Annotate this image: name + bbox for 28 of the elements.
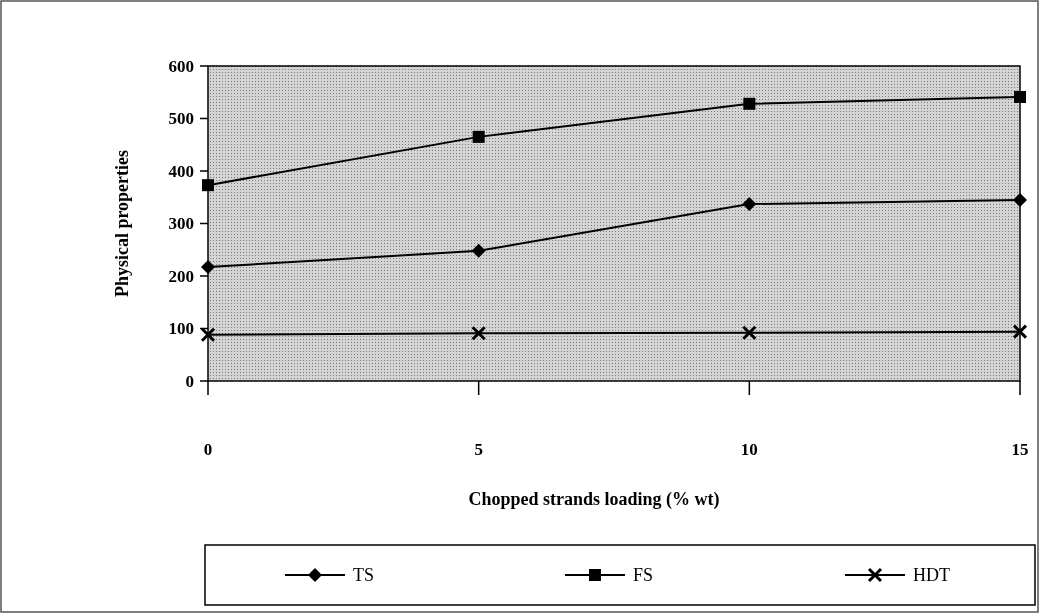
point [743, 97, 756, 110]
point [1014, 90, 1026, 103]
point [741, 325, 757, 341]
point [1013, 192, 1027, 207]
point [200, 327, 216, 343]
y-tick-label: 300 [168, 214, 194, 234]
point [471, 243, 486, 258]
legend-label: HDT [913, 565, 950, 586]
point [1012, 324, 1028, 340]
point [471, 325, 487, 341]
x-tick-label: 15 [1011, 440, 1029, 459]
x-axis-title: Chopped strands loading (% wt) [468, 489, 720, 510]
x-tick-label: 0 [203, 440, 213, 459]
point [742, 197, 757, 212]
legend-label: FS [633, 565, 654, 586]
legend-label: TS [353, 565, 375, 586]
y-tick-label: 200 [168, 266, 194, 286]
y-tick-label: 400 [168, 161, 194, 181]
y-tick-label: 600 [168, 56, 194, 76]
y-axis-title: Physical properties [112, 149, 132, 298]
x-tick-label: 10 [740, 440, 758, 459]
point [201, 260, 215, 275]
x-tick-label: 5 [474, 440, 483, 459]
y-tick-label: 0 [185, 371, 194, 391]
point [202, 179, 214, 192]
y-tick-label: 500 [168, 109, 194, 129]
point [472, 130, 485, 143]
y-tick-label: 100 [168, 319, 194, 339]
